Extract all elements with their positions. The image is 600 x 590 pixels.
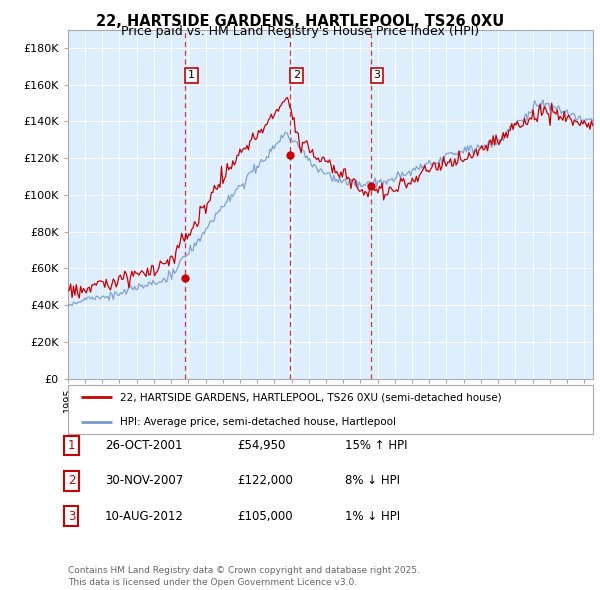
Text: £54,950: £54,950	[237, 439, 286, 452]
Text: 1: 1	[68, 439, 76, 452]
Text: 10-AUG-2012: 10-AUG-2012	[105, 510, 184, 523]
Text: 8% ↓ HPI: 8% ↓ HPI	[345, 474, 400, 487]
Text: Contains HM Land Registry data © Crown copyright and database right 2025.
This d: Contains HM Land Registry data © Crown c…	[68, 566, 419, 587]
Text: 1: 1	[188, 70, 195, 80]
Text: 15% ↑ HPI: 15% ↑ HPI	[345, 439, 407, 452]
Text: 26-OCT-2001: 26-OCT-2001	[105, 439, 182, 452]
Text: 2: 2	[293, 70, 300, 80]
Text: 3: 3	[374, 70, 380, 80]
Text: 30-NOV-2007: 30-NOV-2007	[105, 474, 183, 487]
Text: HPI: Average price, semi-detached house, Hartlepool: HPI: Average price, semi-detached house,…	[120, 417, 397, 427]
Text: £122,000: £122,000	[237, 474, 293, 487]
Text: Price paid vs. HM Land Registry's House Price Index (HPI): Price paid vs. HM Land Registry's House …	[121, 25, 479, 38]
Text: 22, HARTSIDE GARDENS, HARTLEPOOL, TS26 0XU: 22, HARTSIDE GARDENS, HARTLEPOOL, TS26 0…	[96, 14, 504, 28]
Text: £105,000: £105,000	[237, 510, 293, 523]
Text: 22, HARTSIDE GARDENS, HARTLEPOOL, TS26 0XU (semi-detached house): 22, HARTSIDE GARDENS, HARTLEPOOL, TS26 0…	[120, 392, 502, 402]
Text: 3: 3	[68, 510, 75, 523]
Text: 2: 2	[68, 474, 76, 487]
Text: 1% ↓ HPI: 1% ↓ HPI	[345, 510, 400, 523]
